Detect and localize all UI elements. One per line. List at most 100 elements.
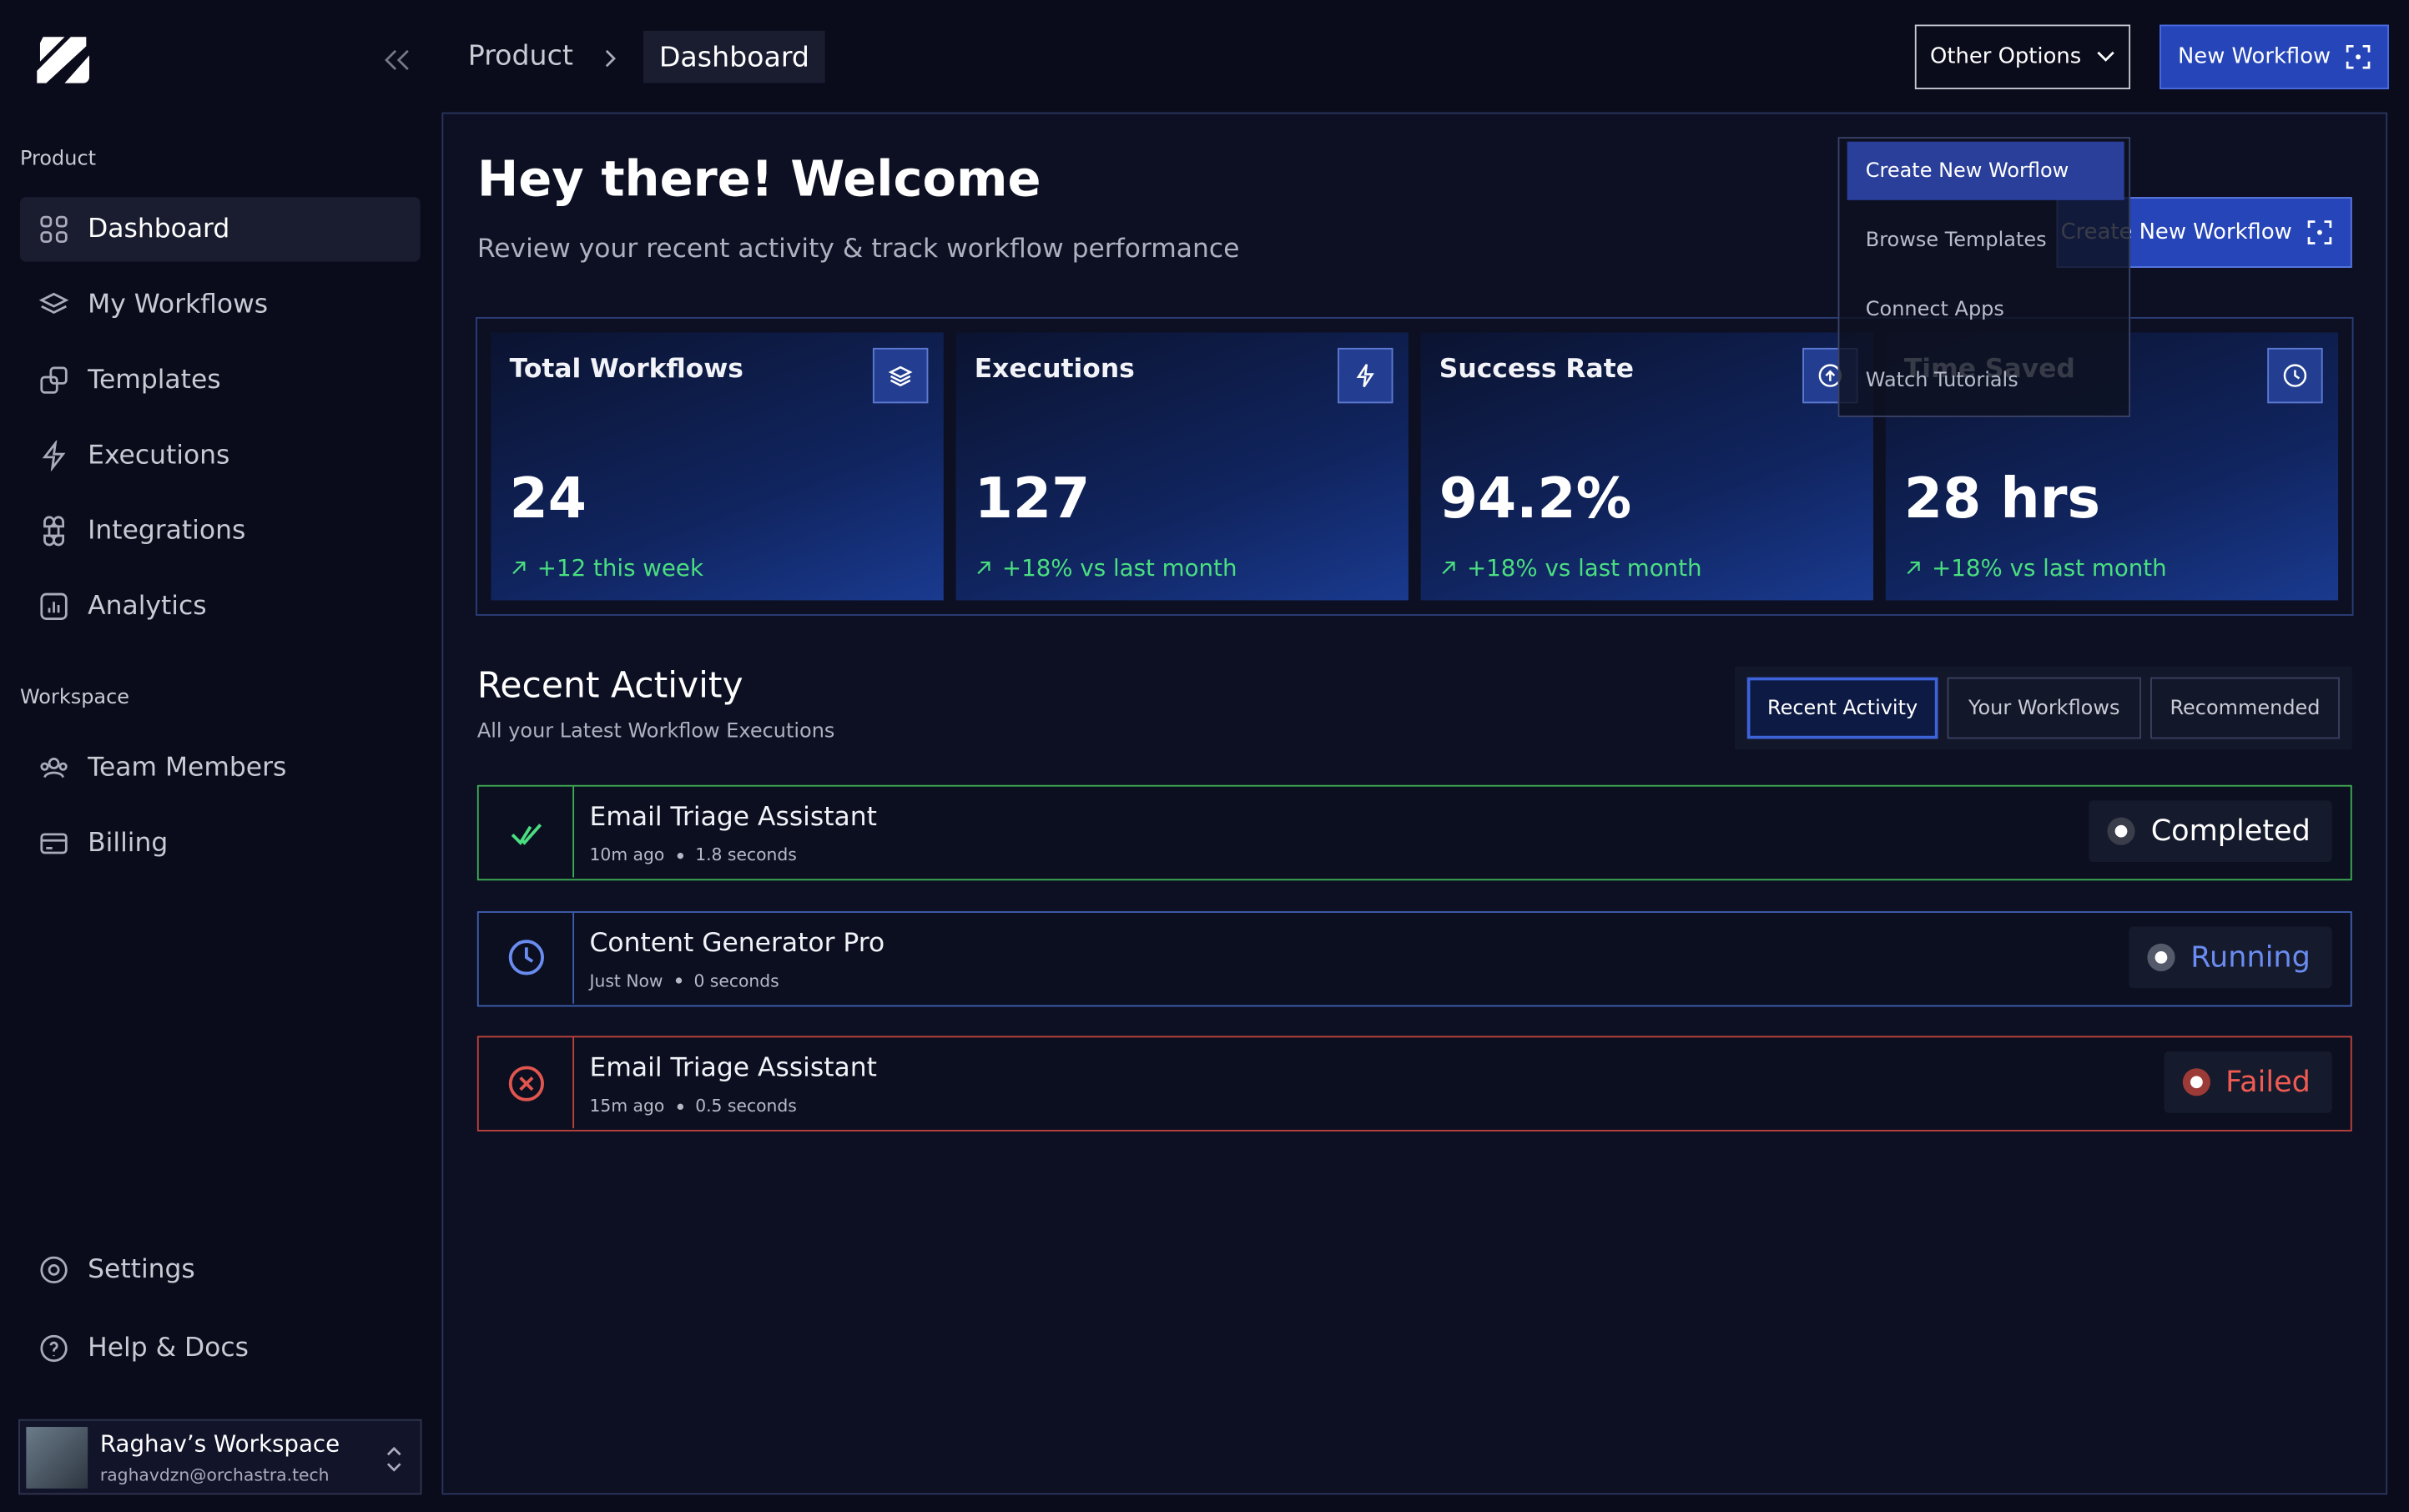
tab[interactable]: Recent Activity xyxy=(1746,677,1938,739)
nav-item[interactable]: Analytics xyxy=(20,574,421,638)
section-title: Product xyxy=(19,148,97,171)
nav-item[interactable]: Billing xyxy=(20,811,421,875)
avatar xyxy=(26,1427,88,1489)
stats-frame xyxy=(476,317,2354,616)
nav-item[interactable]: Help & Docs xyxy=(20,1316,421,1380)
nav-label: Help & Docs xyxy=(88,1333,249,1364)
user-email: raghavdzn@orchastra.tech xyxy=(99,1465,330,1486)
status-icon xyxy=(479,1037,575,1129)
nav-label: My Workflows xyxy=(88,289,269,320)
nav-label: Dashboard xyxy=(88,214,230,245)
icon xyxy=(1356,364,1374,388)
icon xyxy=(510,823,542,845)
separator xyxy=(677,852,683,859)
icon xyxy=(40,1334,68,1363)
dropdown-item[interactable]: Connect Apps xyxy=(1865,297,2004,321)
status-badge: Completed xyxy=(2089,800,2332,863)
duration: 0 seconds xyxy=(693,970,779,991)
user-card[interactable]: Raghav’s Workspace raghavdzn@orchastra.t… xyxy=(18,1419,422,1495)
section-title: Recent Activity xyxy=(476,666,743,707)
breadcrumb-sep xyxy=(605,49,616,68)
icon xyxy=(43,516,65,547)
workflow-meta: 10m ago 1.8 seconds xyxy=(590,845,797,865)
icon xyxy=(40,592,68,620)
status-dot xyxy=(2147,942,2175,971)
stat-card: Success Rate 94.2% +18% vs last month xyxy=(1420,332,1873,601)
workflow-name: Email Triage Assistant xyxy=(589,802,877,833)
icon xyxy=(977,561,990,575)
icon xyxy=(512,561,526,575)
nav-item[interactable]: Team Members xyxy=(20,736,421,800)
nav-label: Billing xyxy=(88,828,169,859)
stat-card: Total Workflows 24 +12 this week xyxy=(491,332,944,601)
icon xyxy=(42,440,66,471)
stat-value: 127 xyxy=(974,467,1091,532)
icon xyxy=(40,215,68,244)
stat-change: +18% vs last month xyxy=(975,554,1237,582)
activity-row[interactable]: Content Generator Pro Just Now 0 seconds Ru… xyxy=(476,910,2352,1006)
new-workflow-button[interactable]: New Workflow xyxy=(2160,24,2389,89)
workflow-name: Email Triage Assistant xyxy=(589,1052,877,1084)
nav-label: Settings xyxy=(88,1254,195,1286)
dropdown-item[interactable]: Watch Tutorials xyxy=(1865,368,2018,392)
change-text: +18% vs last month xyxy=(1932,554,2167,582)
icon xyxy=(1442,561,1455,575)
nav-label: Integrations xyxy=(88,515,246,547)
tab[interactable]: Recommended xyxy=(2150,677,2340,739)
breadcrumb-current: Dashboard xyxy=(643,30,825,83)
status-icon xyxy=(479,911,575,1003)
tab[interactable]: Your Workflows xyxy=(1947,677,2141,739)
stat-change: +18% vs last month xyxy=(1439,554,1702,582)
duration: 0.5 seconds xyxy=(695,1096,797,1116)
status-badge: Failed xyxy=(2164,1051,2332,1113)
collapse-sidebar[interactable] xyxy=(383,48,411,73)
status-icon xyxy=(479,786,575,878)
icon xyxy=(40,758,68,779)
nav-item[interactable]: Integrations xyxy=(20,499,421,563)
icon xyxy=(40,833,68,854)
button-label: Other Options xyxy=(1930,44,2082,70)
stat-card: Executions 127 +18% vs last month xyxy=(955,332,1409,601)
dropdown-item[interactable]: Create New Worflow xyxy=(1847,141,2124,200)
nav-label: Executions xyxy=(88,440,230,471)
icon xyxy=(40,1256,68,1284)
stat-label: Success Rate xyxy=(1439,354,1634,386)
stat-change: +12 this week xyxy=(510,554,703,582)
stat-icon xyxy=(872,347,929,404)
nav-item[interactable]: Executions xyxy=(20,423,421,487)
nav-item[interactable]: Templates xyxy=(20,348,421,412)
activity-row[interactable]: Email Triage Assistant 15m ago 0.5 seconds… xyxy=(476,1036,2352,1131)
nav-label: Team Members xyxy=(88,753,287,784)
dot-inner xyxy=(2115,824,2129,838)
icon xyxy=(38,292,69,315)
user-name: Raghav’s Workspace xyxy=(99,1429,340,1458)
change-text: +18% vs last month xyxy=(1001,554,1237,582)
nav-item[interactable]: Settings xyxy=(20,1237,421,1302)
nav-item[interactable]: Dashboard xyxy=(19,197,421,262)
workflow-name: Content Generator Pro xyxy=(589,927,885,959)
page-title: Hey there! Welcome xyxy=(476,149,1041,209)
page-subtitle: Review your recent activity & track work… xyxy=(476,234,1240,265)
workflow-meta: 15m ago 0.5 seconds xyxy=(590,1096,797,1116)
icon xyxy=(507,1065,544,1101)
time: 10m ago xyxy=(589,844,665,865)
activity-row[interactable]: Email Triage Assistant 10m ago 1.8 seconds… xyxy=(476,784,2352,881)
logo xyxy=(37,37,89,83)
status-badge: Running xyxy=(2129,925,2332,988)
duration: 1.8 seconds xyxy=(695,844,797,865)
stat-icon xyxy=(1338,347,1393,404)
nav-item[interactable]: My Workflows xyxy=(20,273,421,337)
other-options-button[interactable]: Other Options xyxy=(1914,24,2131,89)
icon xyxy=(40,366,68,394)
stat-label: Executions xyxy=(974,354,1135,386)
separator xyxy=(675,977,682,984)
icon xyxy=(1907,561,1920,575)
dropdown-item[interactable]: Browse Templates xyxy=(1865,228,2047,252)
time: 15m ago xyxy=(589,1096,665,1116)
dot-inner xyxy=(2190,1076,2203,1089)
breadcrumb[interactable]: Product xyxy=(467,39,573,73)
time: Just Now xyxy=(589,970,663,991)
button-label: New Workflow xyxy=(2177,44,2331,70)
